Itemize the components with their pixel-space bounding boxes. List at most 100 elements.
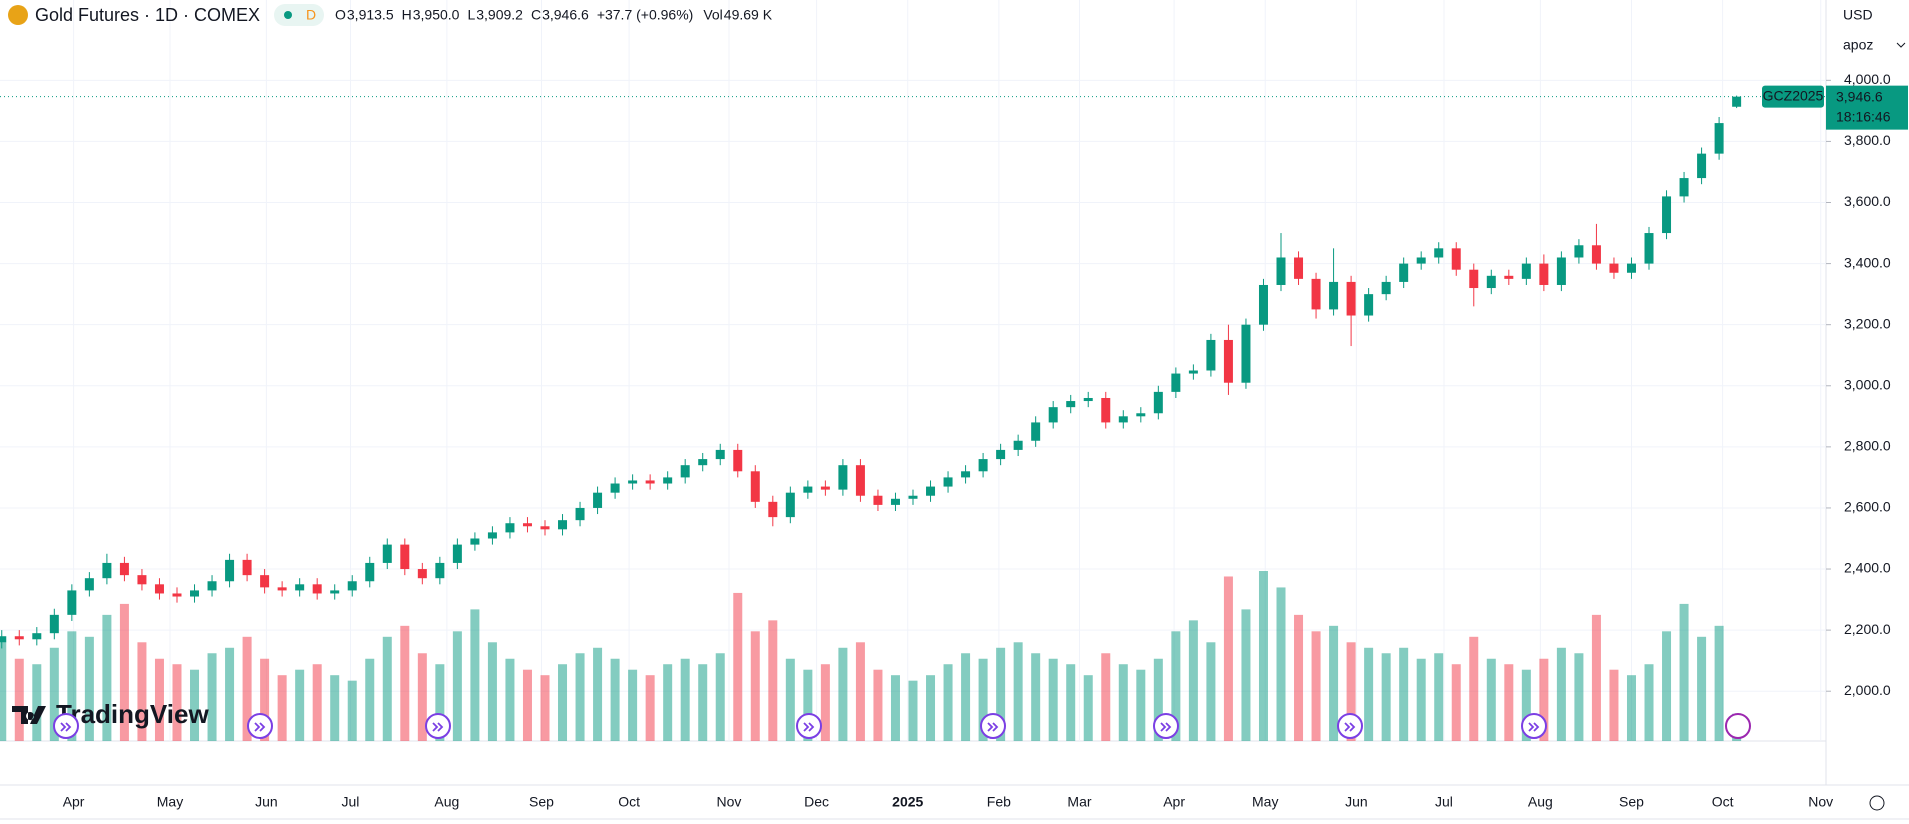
volume-bar [680, 658, 690, 741]
event-glyph [60, 722, 72, 732]
candle-body [119, 562, 129, 576]
volume-bar [452, 631, 462, 741]
volume-bar [961, 653, 971, 741]
candle-body [242, 559, 252, 576]
volume-bar [84, 636, 94, 741]
candle-body [277, 587, 287, 591]
volume-bar [102, 614, 112, 741]
volume-bar [1048, 658, 1058, 741]
candle-body [102, 562, 112, 579]
volume-bar [137, 642, 147, 741]
candle-body [943, 477, 953, 487]
candle-body [1118, 416, 1128, 423]
x-tick-label: Nov [1808, 794, 1833, 810]
currency[interactable]: USD [1843, 7, 1873, 23]
volume-bar [32, 664, 42, 741]
x-tick-label: Jul [342, 794, 360, 810]
badge: D [306, 7, 316, 23]
volume-bar [1066, 664, 1076, 741]
x-tick-label: Mar [1067, 794, 1091, 810]
volume-bar [1118, 664, 1128, 741]
candle-body [663, 477, 673, 484]
volume-bar [1276, 587, 1286, 741]
event-icon[interactable] [980, 713, 1006, 739]
volume-bar [996, 647, 1006, 741]
status-dot [284, 11, 292, 19]
countdown: 18:16:46 [1836, 108, 1891, 124]
volume-bar [820, 664, 830, 741]
event-icon[interactable] [425, 713, 451, 739]
volume-bar [277, 675, 287, 741]
volume-bar [382, 636, 392, 741]
volume-bar [1556, 647, 1566, 741]
event-icon[interactable] [247, 713, 273, 739]
volume-bar [1346, 642, 1356, 741]
candle-body [470, 538, 480, 545]
volume-bar [119, 603, 129, 741]
candle-body [820, 486, 830, 490]
volume-bar [1223, 576, 1233, 741]
event-glyph [432, 722, 444, 732]
volume-bar [67, 631, 77, 741]
volume-bar [1013, 642, 1023, 741]
volume-bar [1136, 669, 1146, 741]
ohlc-value: 3,909.2 [476, 7, 523, 23]
volume-bar [1153, 658, 1163, 741]
volume-bar [400, 625, 410, 741]
event-glyph [987, 722, 999, 732]
candle-body [382, 544, 392, 563]
candle-body [1469, 269, 1479, 289]
candle-body [855, 465, 865, 496]
candle-body [1048, 407, 1058, 423]
candle-body [1556, 257, 1566, 285]
volume-bar [14, 658, 24, 741]
volume-bar [943, 664, 953, 741]
logo-icon [12, 706, 46, 724]
volume-bar [1031, 653, 1041, 741]
settings-icon[interactable] [1869, 795, 1885, 811]
candle-body [347, 581, 357, 591]
event-icon[interactable] [1153, 713, 1179, 739]
candle-body [190, 590, 200, 597]
candle-body [1101, 397, 1111, 423]
candle-body [768, 501, 778, 518]
unit[interactable]: apoz [1843, 37, 1873, 53]
candle-body [610, 483, 620, 493]
candle-body [452, 544, 462, 563]
x-tick-label: Jun [255, 794, 278, 810]
y-tick-label: 2,600.0 [1844, 499, 1891, 515]
candle-body [1574, 245, 1584, 258]
unit-dropdown[interactable] [1896, 42, 1906, 48]
event-icon[interactable] [53, 713, 79, 739]
volume-bar [558, 664, 568, 741]
candle-body [1364, 294, 1374, 316]
candle-body [522, 523, 532, 527]
volume-bar [0, 642, 7, 741]
candle-body [908, 495, 918, 499]
candle-body [698, 459, 708, 466]
candle-body [435, 562, 445, 579]
candle-body [225, 559, 235, 582]
volume-bar [1644, 664, 1654, 741]
candle-body [1276, 257, 1286, 285]
candle-body [803, 486, 813, 493]
x-tick-label: Feb [987, 794, 1011, 810]
volume-bar [1381, 653, 1391, 741]
candle-body [1066, 401, 1076, 408]
event-icon[interactable] [1521, 713, 1547, 739]
event-icon[interactable] [1725, 713, 1751, 739]
event-icon[interactable] [796, 713, 822, 739]
x-tick-label: 2025 [892, 794, 923, 810]
candle-body [838, 465, 848, 490]
candle-body [873, 495, 883, 505]
event-glyph [1528, 722, 1540, 732]
volume-bar [1311, 631, 1321, 741]
candle-body [1381, 281, 1391, 295]
volume-bar [1329, 625, 1339, 741]
volume-bar [908, 680, 918, 741]
volume-bar [1451, 664, 1461, 741]
event-icon[interactable] [1337, 713, 1363, 739]
candle-body [154, 584, 164, 594]
status-pill [274, 4, 324, 26]
